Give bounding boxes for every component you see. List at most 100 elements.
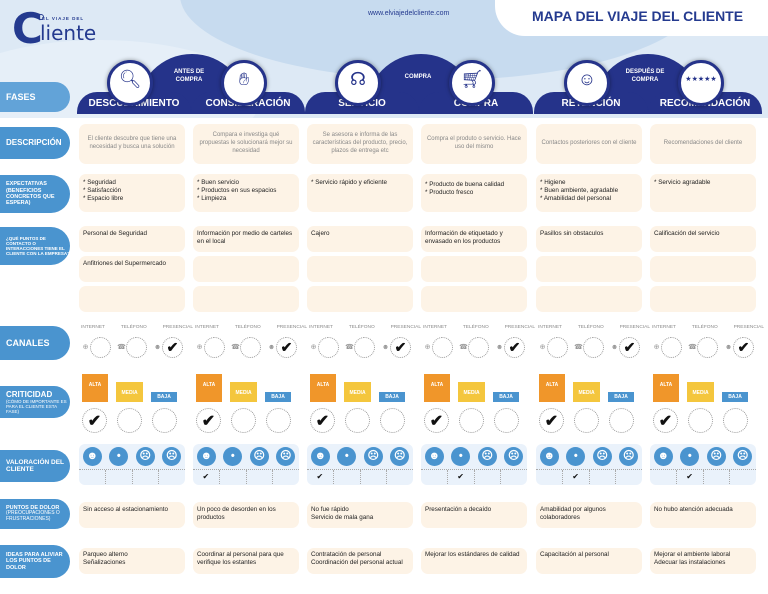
criticidad-checkbox[interactable] <box>688 408 713 433</box>
neutral-face-icon[interactable]: • <box>109 447 129 466</box>
punto-contacto-cell[interactable] <box>421 286 527 312</box>
sad-face-icon[interactable]: ☹ <box>363 447 383 466</box>
criticidad-checkbox[interactable] <box>117 408 142 433</box>
criticidad-checkbox[interactable]: ✔ <box>310 408 335 433</box>
valoracion-checkbox[interactable] <box>702 470 730 484</box>
criticidad-checkbox[interactable] <box>266 408 291 433</box>
punto-contacto-cell[interactable] <box>79 286 185 312</box>
angry-face-icon[interactable]: ☹ <box>276 447 296 466</box>
criticidad-checkbox[interactable] <box>231 408 256 433</box>
very-happy-face-icon[interactable]: ☻ <box>653 447 673 466</box>
criticidad-checkbox[interactable]: ✔ <box>539 408 564 433</box>
criticidad-checkbox[interactable] <box>574 408 599 433</box>
canal-checkbox[interactable]: ✔ <box>162 336 183 358</box>
canal-checkbox[interactable]: ✔ <box>733 336 754 358</box>
canal-checkbox[interactable]: ✔ <box>504 336 525 358</box>
valoracion-checkbox[interactable] <box>218 470 246 484</box>
valoracion-checkbox[interactable] <box>158 470 185 484</box>
canal-checkbox[interactable]: ✔ <box>276 336 297 358</box>
valoracion-checkbox[interactable] <box>500 470 527 484</box>
canal-checkbox[interactable] <box>432 336 453 358</box>
canal-checkbox[interactable] <box>126 336 147 358</box>
valoracion-checkbox[interactable]: ✔ <box>561 470 589 484</box>
neutral-face-icon[interactable]: • <box>680 447 700 466</box>
angry-face-icon[interactable]: ☹ <box>162 447 182 466</box>
punto-contacto-cell[interactable] <box>421 256 527 282</box>
sad-face-icon[interactable]: ☹ <box>706 447 726 466</box>
punto-contacto-cell[interactable] <box>536 256 642 282</box>
sad-face-icon[interactable]: ☹ <box>477 447 497 466</box>
valoracion-checkbox[interactable] <box>131 470 159 484</box>
valoracion-checkbox[interactable] <box>615 470 642 484</box>
valoracion-checkbox[interactable] <box>729 470 756 484</box>
punto-contacto-cell[interactable] <box>193 286 299 312</box>
sad-face-icon[interactable]: ☹ <box>249 447 269 466</box>
angry-face-icon[interactable]: ☹ <box>733 447 753 466</box>
valoracion-checkbox[interactable] <box>588 470 616 484</box>
canal-checkbox[interactable] <box>547 336 568 358</box>
punto-contacto-cell[interactable] <box>193 256 299 282</box>
valoracion-checkbox[interactable]: ✔ <box>675 470 703 484</box>
punto-contacto-cell[interactable] <box>307 256 413 282</box>
canal-checkbox[interactable] <box>90 336 111 358</box>
very-happy-face-icon[interactable]: ☻ <box>196 447 216 466</box>
canal-checkbox[interactable] <box>318 336 339 358</box>
neutral-face-icon[interactable]: • <box>337 447 357 466</box>
valoracion-checkbox[interactable] <box>386 470 413 484</box>
criticidad-checkbox[interactable]: ✔ <box>196 408 221 433</box>
valoracion-checkbox[interactable] <box>332 470 360 484</box>
canal-checkbox[interactable] <box>354 336 375 358</box>
punto-contacto-cell[interactable]: Calificación del servicio <box>650 226 756 252</box>
valoracion-checkbox[interactable] <box>104 470 132 484</box>
valoracion-checkbox[interactable] <box>421 470 447 484</box>
criticidad-checkbox[interactable] <box>459 408 484 433</box>
punto-contacto-cell[interactable]: Información de etiquetado y envasado en … <box>421 226 527 252</box>
sad-face-icon[interactable]: ☹ <box>135 447 155 466</box>
punto-contacto-cell[interactable] <box>650 286 756 312</box>
punto-contacto-cell[interactable]: Información por medio de carteles en el … <box>193 226 299 252</box>
very-happy-face-icon[interactable]: ☻ <box>539 447 559 466</box>
punto-contacto-cell[interactable] <box>650 256 756 282</box>
punto-contacto-cell[interactable]: Anfitriones del Supermercado <box>79 256 185 282</box>
criticidad-checkbox[interactable]: ✔ <box>82 408 107 433</box>
very-happy-face-icon[interactable]: ☻ <box>310 447 330 466</box>
canal-checkbox[interactable] <box>697 336 718 358</box>
canal-checkbox[interactable]: ✔ <box>619 336 640 358</box>
canal-checkbox[interactable] <box>583 336 604 358</box>
punto-contacto-cell[interactable]: Pasillos sin obstaculos <box>536 226 642 252</box>
angry-face-icon[interactable]: ☹ <box>504 447 524 466</box>
website-link[interactable]: www.elviajedelcliente.com <box>368 10 450 17</box>
canal-checkbox[interactable] <box>661 336 682 358</box>
criticidad-checkbox[interactable] <box>152 408 177 433</box>
criticidad-checkbox[interactable] <box>494 408 519 433</box>
valoracion-checkbox[interactable]: ✔ <box>446 470 474 484</box>
punto-contacto-cell[interactable] <box>307 286 413 312</box>
valoracion-checkbox[interactable] <box>473 470 501 484</box>
criticidad-checkbox[interactable] <box>609 408 634 433</box>
angry-face-icon[interactable]: ☹ <box>390 447 410 466</box>
valoracion-checkbox[interactable] <box>245 470 273 484</box>
valoracion-checkbox[interactable] <box>359 470 387 484</box>
valoracion-checkbox[interactable] <box>79 470 105 484</box>
valoracion-checkbox[interactable]: ✔ <box>316 472 324 481</box>
valoracion-checkbox[interactable] <box>272 470 299 484</box>
very-happy-face-icon[interactable]: ☻ <box>424 447 444 466</box>
valoracion-checkbox[interactable]: ✔ <box>202 472 210 481</box>
punto-contacto-cell[interactable]: Personal de Seguridad <box>79 226 185 252</box>
valoracion-checkbox[interactable] <box>536 470 562 484</box>
criticidad-checkbox[interactable] <box>723 408 748 433</box>
canal-checkbox[interactable]: ✔ <box>390 336 411 358</box>
very-happy-face-icon[interactable]: ☻ <box>82 447 102 466</box>
canal-checkbox[interactable] <box>204 336 225 358</box>
punto-contacto-cell[interactable] <box>536 286 642 312</box>
criticidad-checkbox[interactable]: ✔ <box>424 408 449 433</box>
criticidad-checkbox[interactable] <box>380 408 405 433</box>
criticidad-checkbox[interactable] <box>345 408 370 433</box>
canal-checkbox[interactable] <box>240 336 261 358</box>
valoracion-checkbox[interactable] <box>650 470 676 484</box>
punto-contacto-cell[interactable]: Cajero <box>307 226 413 252</box>
angry-face-icon[interactable]: ☹ <box>619 447 639 466</box>
criticidad-checkbox[interactable]: ✔ <box>653 408 678 433</box>
neutral-face-icon[interactable]: • <box>223 447 243 466</box>
neutral-face-icon[interactable]: • <box>566 447 586 466</box>
